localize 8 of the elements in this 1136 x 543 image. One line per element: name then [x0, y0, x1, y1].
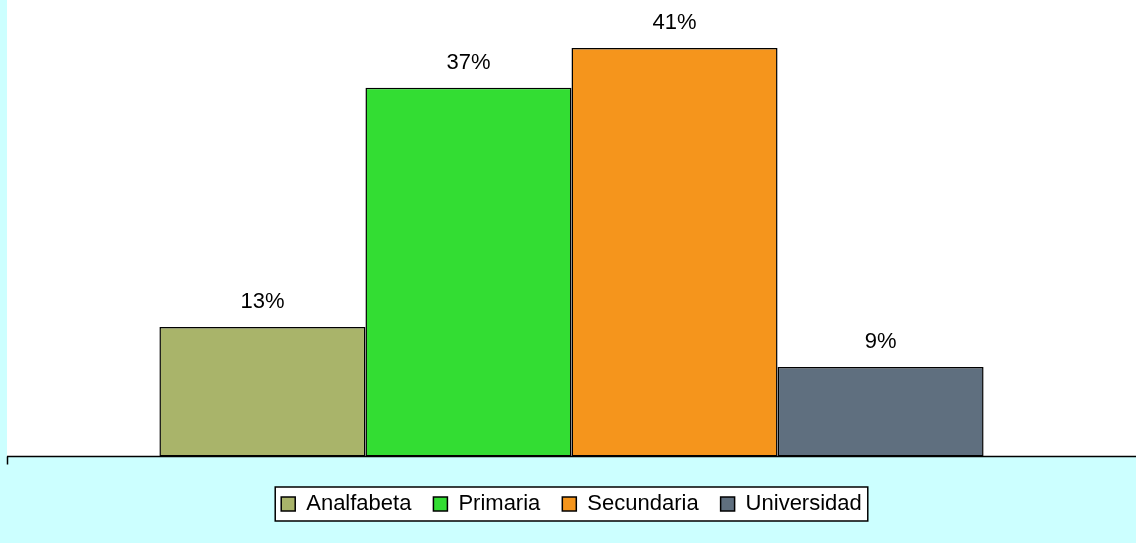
data-label: 9% — [864, 327, 897, 353]
data-label: 41% — [652, 9, 697, 35]
legend-label: Primaria — [458, 490, 542, 516]
data-label: 13% — [240, 288, 285, 314]
legend-label: Secundaria — [587, 490, 700, 516]
legend-label: Analfabeta — [306, 490, 413, 516]
legend-label: Universidad — [745, 490, 862, 516]
data-label: 37% — [446, 48, 491, 74]
